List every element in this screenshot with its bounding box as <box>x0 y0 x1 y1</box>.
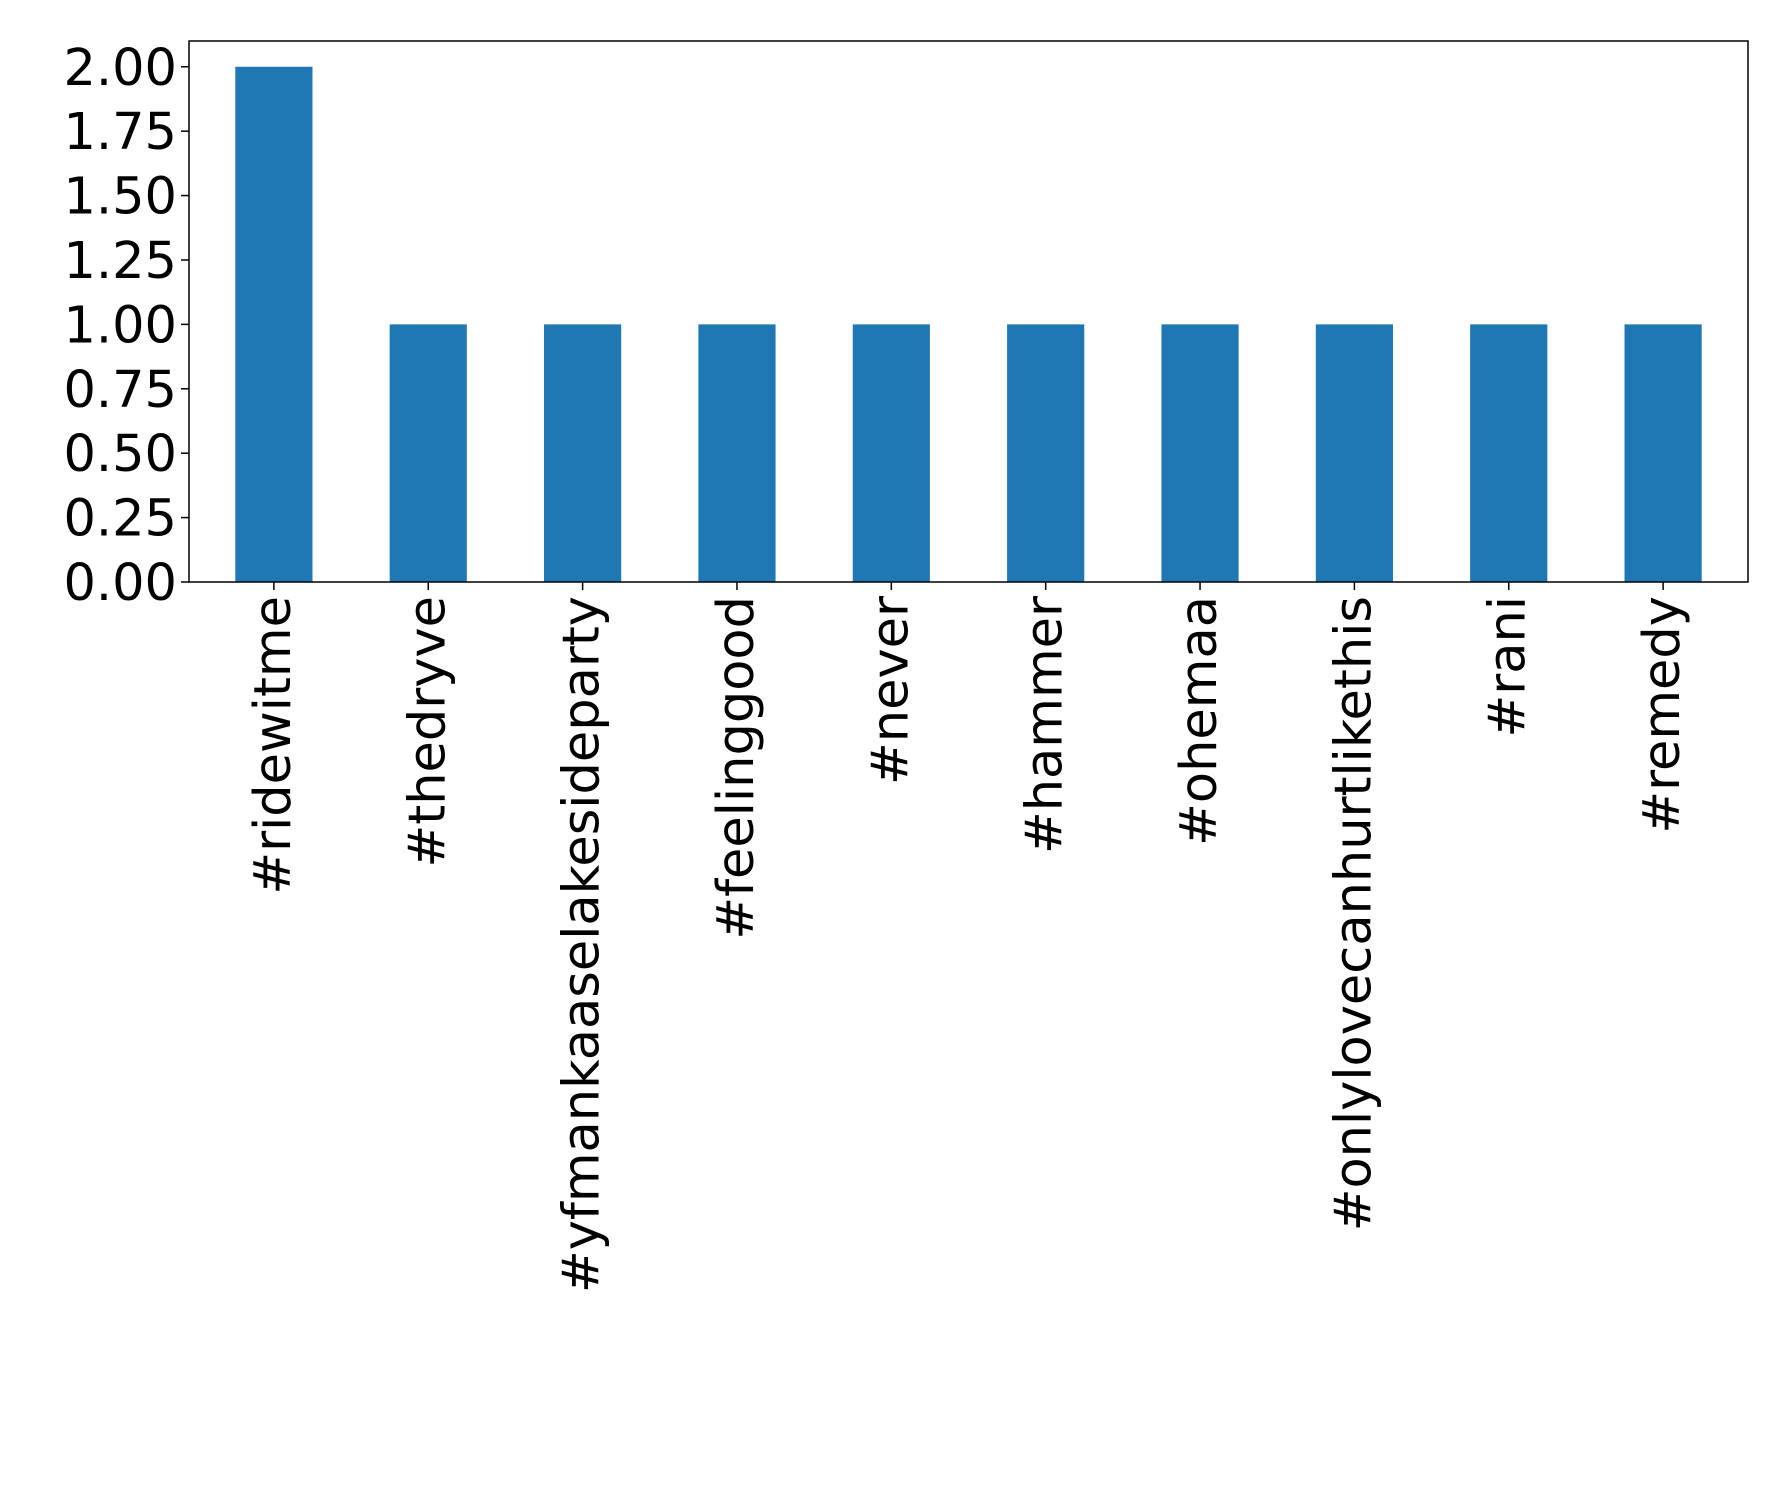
y-tick-label: 0.50 <box>63 425 177 484</box>
y-tick-label: 0.25 <box>63 490 177 549</box>
y-tick-label: 2.00 <box>63 39 177 98</box>
x-tick-label: #remedy <box>1633 596 1692 834</box>
bar-yfmankaaselakesideparty <box>544 324 622 582</box>
x-tick-label: #never <box>861 596 920 785</box>
bar-ridewitme <box>235 66 313 582</box>
x-tick-label: #hammer <box>1016 596 1075 854</box>
y-tick-label: 0.75 <box>63 361 177 420</box>
x-tick-label: #feelinggood <box>707 596 766 940</box>
y-tick-label: 1.25 <box>63 232 177 291</box>
bar-feelinggood <box>698 324 776 582</box>
bar-thedryve <box>389 324 467 582</box>
bar-remedy <box>1624 324 1702 582</box>
x-tick-label: #ohemaa <box>1170 596 1229 846</box>
bar-onlylovecanhurtlikethis <box>1315 324 1393 582</box>
plot-frame <box>188 40 1749 583</box>
x-tick-label: #rani <box>1479 596 1538 737</box>
x-tick-label: #yfmankaaselakesideparty <box>553 596 612 1293</box>
y-tick-label: 1.00 <box>63 296 177 355</box>
x-tick-label: #thedryve <box>398 596 457 868</box>
bar-rani <box>1470 324 1548 582</box>
x-tick-label: #ridewitme <box>244 596 303 895</box>
y-tick-label: 0.00 <box>63 554 177 613</box>
x-axis: #ridewitme #thedryve #yfmankaaselakesidepa… <box>244 582 1692 1293</box>
bars-layer <box>235 66 1702 582</box>
y-tick-label: 1.75 <box>63 103 177 162</box>
y-tick-label: 1.50 <box>63 168 177 227</box>
y-axis: 0.000.25 0.500.75 1.001.251.50 1.752.00 <box>63 39 189 613</box>
bar-ohemaa <box>1161 324 1239 582</box>
bar-never <box>852 324 930 582</box>
bar-hammer <box>1007 324 1085 582</box>
x-tick-label: #onlylovecanhurtlikethis <box>1324 596 1383 1231</box>
